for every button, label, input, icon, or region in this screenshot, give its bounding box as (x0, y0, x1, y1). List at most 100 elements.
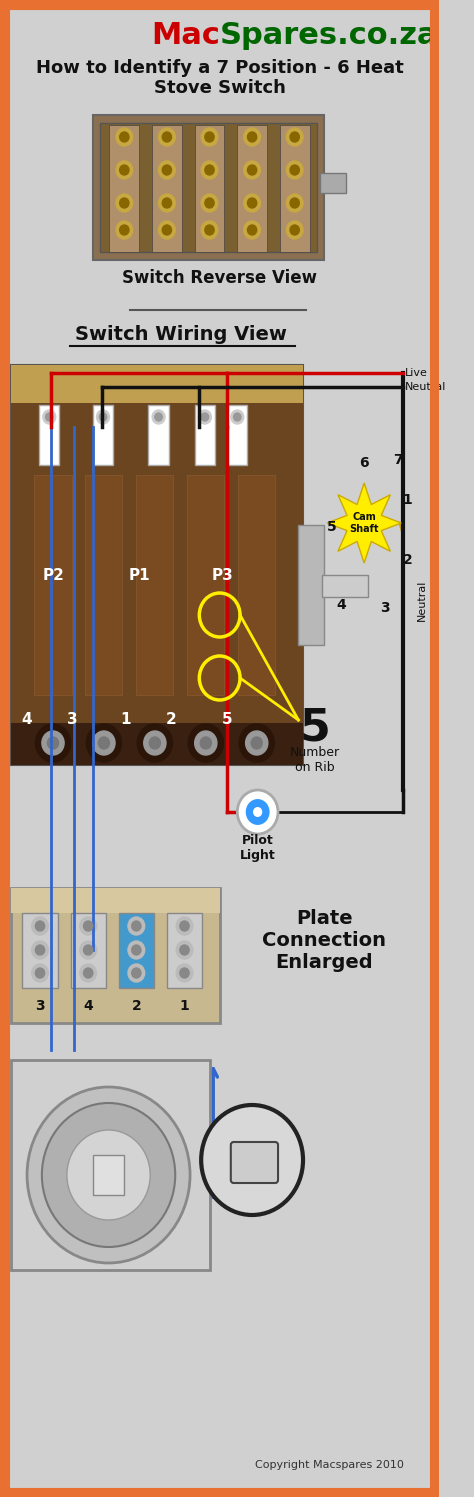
Text: 1: 1 (120, 713, 130, 728)
Circle shape (137, 725, 173, 762)
Text: Number
on Rib: Number on Rib (290, 746, 340, 774)
Circle shape (99, 737, 109, 748)
Circle shape (116, 222, 133, 240)
FancyBboxPatch shape (11, 365, 303, 403)
Circle shape (132, 969, 141, 978)
FancyBboxPatch shape (231, 1142, 278, 1183)
Circle shape (149, 737, 160, 748)
Circle shape (237, 790, 278, 834)
Circle shape (205, 225, 214, 235)
Circle shape (201, 162, 218, 180)
FancyBboxPatch shape (238, 475, 275, 695)
FancyBboxPatch shape (93, 1156, 124, 1195)
Circle shape (244, 162, 260, 180)
Circle shape (200, 737, 211, 748)
Text: Switch Wiring View: Switch Wiring View (75, 325, 287, 344)
Circle shape (286, 129, 303, 147)
Circle shape (201, 413, 209, 421)
Circle shape (244, 129, 260, 147)
Circle shape (180, 921, 189, 931)
Text: P2: P2 (43, 567, 65, 582)
Polygon shape (327, 484, 401, 563)
FancyBboxPatch shape (85, 475, 122, 695)
Circle shape (286, 162, 303, 180)
Circle shape (119, 132, 129, 142)
Circle shape (119, 225, 129, 235)
Circle shape (86, 725, 121, 762)
Circle shape (128, 918, 145, 936)
Circle shape (116, 195, 133, 213)
Circle shape (201, 195, 218, 213)
Circle shape (247, 225, 257, 235)
Text: 1: 1 (180, 998, 190, 1013)
Circle shape (128, 942, 145, 960)
Circle shape (36, 921, 45, 931)
Text: 5: 5 (327, 519, 337, 534)
Circle shape (205, 165, 214, 175)
FancyBboxPatch shape (187, 475, 224, 695)
Circle shape (176, 918, 193, 936)
Circle shape (290, 225, 300, 235)
Circle shape (32, 918, 48, 936)
Circle shape (43, 410, 56, 424)
FancyBboxPatch shape (93, 115, 324, 260)
FancyBboxPatch shape (119, 913, 154, 988)
Circle shape (290, 165, 300, 175)
Circle shape (32, 964, 48, 982)
Circle shape (201, 222, 218, 240)
Circle shape (116, 129, 133, 147)
Circle shape (247, 132, 257, 142)
FancyBboxPatch shape (299, 525, 324, 645)
Circle shape (27, 1087, 190, 1263)
Text: 3: 3 (67, 713, 78, 728)
Circle shape (251, 737, 262, 748)
FancyBboxPatch shape (319, 174, 346, 193)
Text: Neutral: Neutral (417, 579, 427, 621)
Text: 2: 2 (166, 713, 177, 728)
Text: Plate
Connection
Enlarged: Plate Connection Enlarged (262, 909, 386, 972)
Text: P1: P1 (128, 567, 150, 582)
Text: Neutral: Neutral (405, 382, 447, 392)
Circle shape (119, 165, 129, 175)
Circle shape (286, 222, 303, 240)
Text: 1: 1 (403, 493, 412, 507)
Text: 5: 5 (300, 707, 330, 750)
Circle shape (116, 162, 133, 180)
Text: 6: 6 (359, 457, 369, 470)
FancyBboxPatch shape (237, 126, 267, 251)
Text: Pilot
Light: Pilot Light (240, 834, 275, 862)
Circle shape (176, 942, 193, 960)
Circle shape (36, 945, 45, 955)
FancyBboxPatch shape (71, 913, 106, 988)
Circle shape (253, 807, 262, 817)
Circle shape (80, 918, 97, 936)
FancyBboxPatch shape (321, 575, 368, 597)
Text: 3: 3 (35, 998, 45, 1013)
Text: 4: 4 (83, 998, 93, 1013)
FancyBboxPatch shape (195, 406, 215, 466)
Circle shape (99, 413, 107, 421)
Text: Cam
Shaft: Cam Shaft (349, 512, 379, 534)
Circle shape (201, 1105, 303, 1216)
Circle shape (188, 725, 223, 762)
Circle shape (244, 222, 260, 240)
FancyBboxPatch shape (280, 126, 310, 251)
Text: 4: 4 (336, 597, 346, 612)
Text: 3: 3 (380, 600, 389, 615)
Circle shape (180, 969, 189, 978)
Text: Mac: Mac (151, 21, 219, 51)
Circle shape (83, 921, 93, 931)
FancyBboxPatch shape (11, 723, 303, 765)
Text: P3: P3 (211, 567, 233, 582)
Circle shape (159, 222, 175, 240)
Circle shape (205, 132, 214, 142)
Circle shape (80, 942, 97, 960)
Text: 2: 2 (131, 998, 141, 1013)
Circle shape (152, 410, 165, 424)
FancyBboxPatch shape (11, 403, 303, 723)
Circle shape (42, 1103, 175, 1247)
Circle shape (239, 725, 274, 762)
Circle shape (176, 964, 193, 982)
FancyBboxPatch shape (148, 406, 169, 466)
Circle shape (162, 132, 172, 142)
